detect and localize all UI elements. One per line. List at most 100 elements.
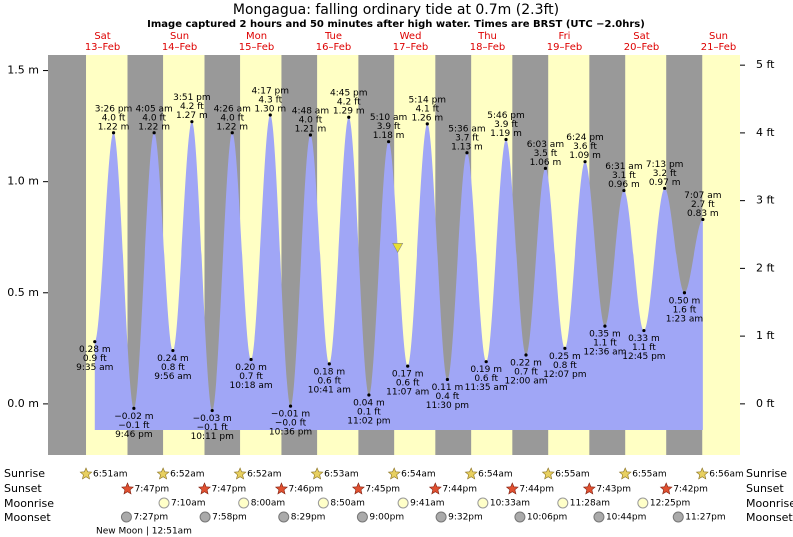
tide-point: [583, 160, 587, 164]
tide-label: 9:56 am: [154, 372, 191, 382]
tide-label: 5:10 am: [370, 113, 407, 123]
tide-label: 0.11 m: [432, 383, 464, 393]
event-time: 6:53am: [324, 470, 359, 480]
event-time: 11:27pm: [685, 513, 725, 523]
tide-label: 12:00 am: [504, 377, 547, 387]
tide-label: 1.1 ft: [593, 339, 617, 349]
event-time: 10:33am: [490, 499, 530, 509]
y-tick-label: 0.5 m: [7, 286, 39, 299]
sunrise-icon: [387, 467, 401, 480]
tide-label: 12:07 pm: [543, 370, 586, 380]
moonrise-icon: [477, 497, 489, 509]
row-label: Sunrise: [746, 467, 787, 480]
day-date: 21–Feb: [701, 42, 736, 53]
tide-label: 0.1 ft: [357, 408, 381, 418]
moonrise-icon: [158, 497, 170, 509]
tide-label: 1.06 m: [530, 158, 562, 168]
tide-label: 4.1 ft: [415, 104, 439, 114]
tide-point: [171, 348, 175, 353]
tide-label: 7:13 pm: [646, 160, 684, 170]
day-name: Fri: [559, 31, 571, 42]
tide-point: [152, 131, 156, 135]
sunset-icon: [351, 482, 365, 495]
event-time: 9:41am: [410, 499, 445, 509]
tide-label: 1.30 m: [254, 105, 286, 115]
tide-label: 4.0 ft: [220, 113, 244, 123]
tide-label: 1.22 m: [138, 122, 170, 132]
tide-label: 4:45 pm: [330, 89, 368, 99]
moonset-icon: [593, 511, 605, 523]
tide-label: 0.28 m: [79, 345, 111, 355]
sunrise-icon: [79, 467, 93, 480]
tide-point: [563, 346, 567, 350]
night-band: [48, 55, 87, 455]
tide-label: 3:51 pm: [173, 93, 211, 103]
row-label: Moonset: [4, 511, 51, 524]
sunset-icon: [274, 482, 288, 495]
tide-label: 12:45 pm: [622, 352, 665, 362]
tide-label: 4.0 ft: [299, 116, 323, 126]
tide-label: 3:26 pm: [95, 104, 133, 114]
day-date: 17–Feb: [393, 42, 428, 53]
tide-label: 1.19 m: [490, 129, 522, 139]
tide-label: −0.02 m: [114, 412, 153, 422]
tide-label: 0.6 ft: [474, 374, 498, 384]
event-time: 7:47pm: [212, 485, 247, 495]
event-time: 9:32pm: [448, 513, 483, 523]
tide-label: 0.8 ft: [553, 361, 577, 371]
moonrise-icon: [238, 497, 250, 509]
tide-label: 0.22 m: [510, 359, 542, 369]
sunset-icon: [659, 482, 673, 495]
tide-point: [308, 133, 313, 137]
tide-point: [230, 131, 234, 135]
tide-label: 1.22 m: [216, 122, 248, 132]
day-date: 16–Feb: [316, 42, 351, 53]
tide-label: 1.18 m: [373, 131, 405, 141]
tide-label: 4.2 ft: [180, 102, 204, 112]
day-date: 13–Feb: [85, 42, 120, 53]
tide-label: 0.83 m: [687, 209, 719, 219]
sunrise-icon: [541, 467, 555, 480]
tide-label: 1.13 m: [451, 142, 483, 152]
moonset-icon: [120, 511, 132, 523]
chart-title: Mongagua: falling ordinary tide at 0.7m …: [233, 2, 559, 18]
moonrise-icon: [397, 497, 409, 509]
tide-point: [132, 406, 136, 410]
row-label: Moonset: [746, 511, 793, 524]
sunset-icon: [582, 482, 596, 495]
tide-point: [642, 328, 646, 333]
tide-label: 3.7 ft: [455, 133, 479, 143]
sunset-icon: [121, 482, 134, 495]
event-time: 8:00am: [251, 499, 286, 509]
tide-label: 0.4 ft: [436, 392, 460, 402]
tide-label: 11:07 am: [386, 388, 429, 398]
tide-label: 9:35 am: [76, 363, 113, 373]
tide-label: 3.9 ft: [377, 122, 401, 132]
tide-label: 4:17 pm: [251, 87, 289, 97]
day-name: Sat: [633, 31, 649, 42]
tide-label: 4.0 ft: [102, 113, 126, 123]
tide-label: 0.8 ft: [161, 363, 185, 373]
day-name: Sat: [94, 31, 110, 42]
sunset-icon: [198, 482, 211, 495]
tide-point: [524, 353, 528, 357]
event-time: 7:44pm: [442, 485, 477, 495]
tide-label: 4:48 am: [292, 107, 329, 117]
tide-label: 1:23 am: [666, 314, 703, 324]
sunrise-icon: [310, 467, 324, 480]
tide-label: 0.17 m: [392, 370, 424, 380]
y2-tick-label: 4 ft: [756, 126, 775, 139]
y2-tick-label: 5 ft: [756, 58, 775, 71]
row-label: Sunset: [4, 482, 42, 495]
tide-label: 0.35 m: [589, 330, 621, 340]
event-time: 6:52am: [247, 470, 281, 480]
tide-label: 3.6 ft: [573, 142, 597, 152]
tide-point: [543, 166, 548, 170]
tide-label: −0.01 m: [271, 410, 310, 420]
tide-label: 3.2 ft: [653, 169, 677, 179]
tide-point: [425, 122, 429, 126]
tide-label: 4.0 ft: [142, 113, 166, 123]
tide-label: 0.7 ft: [239, 372, 263, 382]
event-time: 6:52am: [170, 470, 205, 480]
